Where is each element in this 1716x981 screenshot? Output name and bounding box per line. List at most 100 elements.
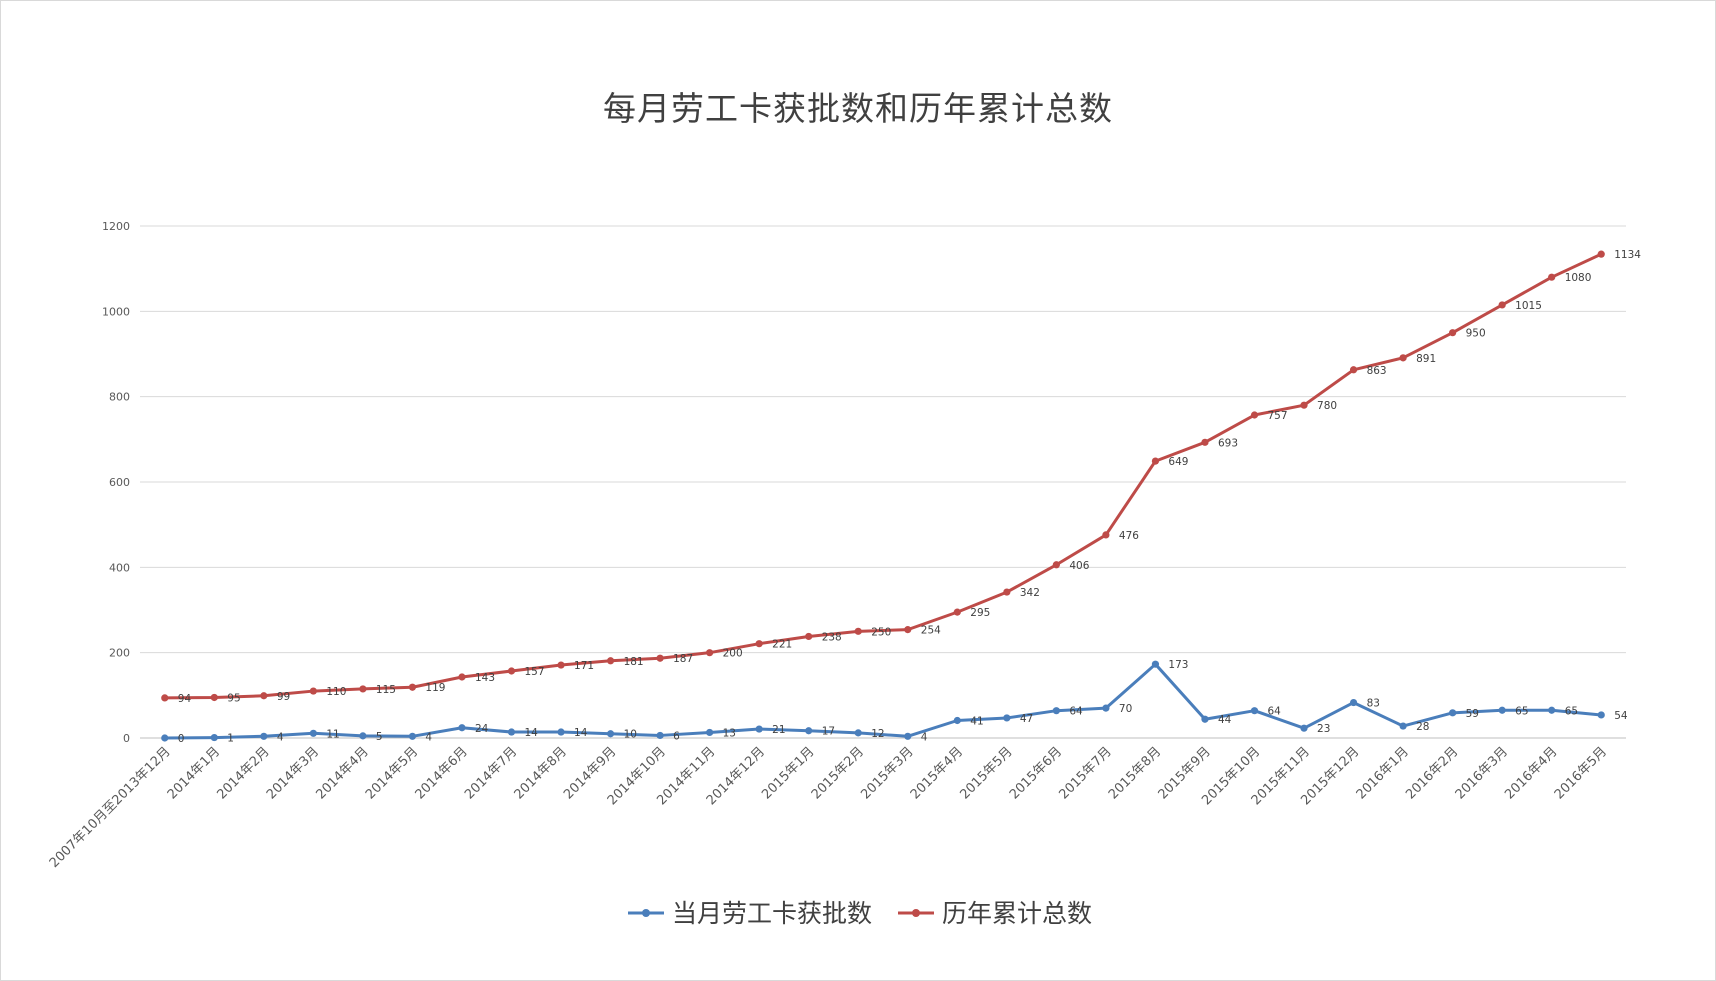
data-label: 157 bbox=[525, 666, 545, 678]
data-point bbox=[161, 694, 169, 702]
x-tick-label: 2016年2月 bbox=[1403, 744, 1461, 802]
data-label: 11 bbox=[326, 728, 339, 740]
data-label: 5 bbox=[376, 731, 383, 743]
data-point bbox=[755, 640, 763, 648]
data-point bbox=[1548, 273, 1556, 281]
series-line bbox=[163, 252, 1603, 700]
data-label: 171 bbox=[574, 660, 594, 672]
data-point bbox=[1548, 706, 1556, 714]
data-label: 342 bbox=[1020, 587, 1040, 599]
data-label: 295 bbox=[970, 607, 990, 619]
data-label: 649 bbox=[1168, 456, 1188, 468]
data-point bbox=[1349, 366, 1358, 374]
data-point bbox=[557, 728, 565, 736]
data-point bbox=[260, 732, 268, 740]
x-tick-label: 2015年1月 bbox=[759, 744, 817, 802]
data-label: 250 bbox=[871, 626, 891, 638]
data-point bbox=[1052, 561, 1060, 569]
x-tick-label: 2015年6月 bbox=[1007, 744, 1065, 802]
data-label: 119 bbox=[425, 682, 445, 694]
data-point bbox=[755, 725, 763, 733]
series-2: 94 95 99 110 115 119 143 157 171 181 187 200 221 238 2… bbox=[161, 249, 1641, 705]
data-label: 14 bbox=[574, 727, 588, 739]
data-point bbox=[1597, 711, 1605, 719]
y-tick-label-1000: 1000 bbox=[102, 305, 130, 318]
x-tick-label: 2014年1月 bbox=[165, 744, 223, 802]
data-point bbox=[1449, 329, 1457, 337]
legend-item-2: 历年累计总数 bbox=[898, 899, 1092, 928]
data-label: 693 bbox=[1218, 437, 1238, 449]
data-point bbox=[953, 716, 961, 725]
data-label: 95 bbox=[227, 692, 240, 704]
data-label: 70 bbox=[1119, 703, 1132, 715]
legend-label: 当月劳工卡获批数 bbox=[672, 899, 872, 928]
data-label: 28 bbox=[1416, 721, 1429, 733]
y-tick-label-200: 200 bbox=[109, 647, 130, 660]
x-tick-label: 2014年2月 bbox=[214, 744, 272, 802]
data-label: 41 bbox=[970, 716, 983, 728]
data-label: 110 bbox=[326, 686, 346, 698]
data-point bbox=[854, 627, 862, 635]
data-label: 24 bbox=[475, 723, 489, 735]
data-label: 1 bbox=[227, 733, 234, 745]
data-label: 21 bbox=[772, 724, 785, 736]
data-point bbox=[210, 693, 218, 702]
data-label: 238 bbox=[822, 631, 842, 643]
data-point bbox=[359, 732, 367, 740]
data-point bbox=[1300, 401, 1308, 409]
data-label: 4 bbox=[425, 731, 432, 743]
y-tick-label-1200: 1200 bbox=[102, 220, 130, 233]
data-label: 14 bbox=[525, 727, 539, 739]
data-point bbox=[1449, 709, 1457, 717]
series-line bbox=[163, 662, 1603, 740]
data-point bbox=[507, 667, 516, 675]
data-point bbox=[606, 730, 615, 738]
x-tick-label: 2015年4月 bbox=[908, 744, 966, 802]
data-label: 4 bbox=[921, 731, 928, 743]
data-label: 406 bbox=[1069, 560, 1089, 572]
data-label: 476 bbox=[1119, 530, 1139, 542]
data-point bbox=[1102, 531, 1110, 539]
x-tick-label: 2014年6月 bbox=[413, 744, 471, 802]
data-point bbox=[1349, 698, 1358, 707]
x-tick-label: 2015年7月 bbox=[1056, 744, 1114, 802]
data-point bbox=[1003, 714, 1011, 722]
legend-item-1: 当月劳工卡获批数 bbox=[628, 899, 872, 928]
data-point bbox=[1399, 722, 1407, 730]
x-tick-label: 2014年8月 bbox=[512, 744, 570, 802]
data-label: 59 bbox=[1466, 708, 1479, 720]
data-label: 54 bbox=[1614, 710, 1628, 722]
data-label: 47 bbox=[1020, 713, 1033, 725]
data-label: 44 bbox=[1218, 714, 1232, 726]
data-point bbox=[1201, 438, 1209, 446]
data-point bbox=[1498, 301, 1506, 309]
data-point bbox=[458, 724, 466, 732]
data-point bbox=[408, 683, 417, 691]
x-tick-label: 2015年8月 bbox=[1106, 744, 1164, 802]
legend-swatch-marker bbox=[642, 909, 650, 917]
data-label: 6 bbox=[673, 730, 680, 742]
data-label: 221 bbox=[772, 639, 792, 651]
data-label: 64 bbox=[1069, 706, 1083, 718]
data-point bbox=[161, 734, 169, 742]
data-point bbox=[706, 649, 714, 657]
x-tick-label: 2015年3月 bbox=[858, 744, 916, 802]
legend-swatch-marker bbox=[912, 909, 920, 917]
data-point bbox=[1399, 354, 1407, 362]
data-point bbox=[359, 685, 367, 693]
data-point bbox=[1102, 704, 1110, 712]
data-point bbox=[309, 687, 317, 695]
data-label: 64 bbox=[1268, 706, 1282, 718]
data-point bbox=[1597, 250, 1605, 258]
data-label: 83 bbox=[1367, 698, 1380, 710]
data-point bbox=[458, 673, 466, 681]
data-label: 200 bbox=[723, 648, 743, 660]
data-label: 99 bbox=[277, 691, 290, 703]
data-label: 10 bbox=[624, 729, 637, 741]
data-point bbox=[606, 657, 615, 665]
data-label: 13 bbox=[723, 727, 736, 739]
data-label: 1015 bbox=[1515, 300, 1542, 312]
data-point bbox=[260, 692, 268, 700]
